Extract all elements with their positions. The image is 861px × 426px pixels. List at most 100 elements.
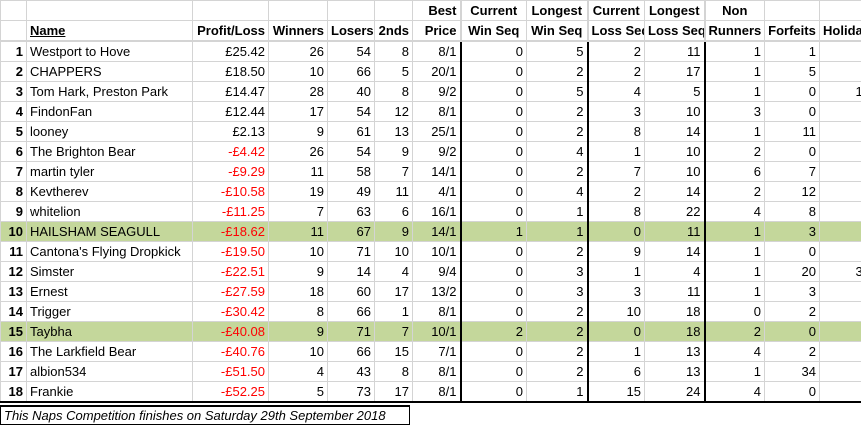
winners-cell: 10 <box>268 341 328 362</box>
longest-loss-seq-cell: 14 <box>644 121 706 142</box>
name-cell: CHAPPERS <box>26 61 193 82</box>
winners-cell: 4 <box>268 361 328 382</box>
name-cell: Kevtherev <box>26 181 193 202</box>
header-profit-loss: Profit/Loss <box>192 20 269 42</box>
losers-cell: 14 <box>327 261 375 282</box>
holiday-cell: 0 <box>819 341 861 362</box>
losers-cell: 60 <box>327 281 375 302</box>
forfeits-cell: 0 <box>764 241 820 262</box>
header-name: Name <box>26 20 193 42</box>
current-loss-seq-cell: 9 <box>587 241 645 262</box>
forfeits-cell: 3 <box>764 221 820 242</box>
losers-cell: 58 <box>327 161 375 182</box>
profit-loss-cell: -£4.42 <box>192 141 269 162</box>
header-row-bottom: Name Profit/Loss Winners Losers 2nds Pri… <box>0 20 861 42</box>
best-price-cell: 10/1 <box>412 321 461 342</box>
best-price-cell: 4/1 <box>412 181 461 202</box>
winners-cell: 9 <box>268 321 328 342</box>
holiday-cell: 8 <box>819 101 861 122</box>
rank-cell: 1 <box>0 40 27 62</box>
header-best-price: Price <box>412 20 461 42</box>
forfeits-cell: 0 <box>764 101 820 122</box>
forfeits-cell: 1 <box>764 40 820 62</box>
table-row: 3 Tom Hark, Preston Park £14.47 28 40 8 9/2 0 5 4… <box>0 81 861 102</box>
longest-loss-seq-cell: 13 <box>644 341 706 362</box>
current-loss-seq-cell: 6 <box>587 361 645 382</box>
rank-cell: 17 <box>0 361 27 382</box>
longest-win-seq-cell: 3 <box>526 261 589 282</box>
current-loss-seq-cell: 15 <box>587 381 645 403</box>
header-current-loss-top: Current <box>587 0 645 21</box>
longest-win-seq-cell: 2 <box>526 241 589 262</box>
current-win-seq-cell: 0 <box>459 181 527 202</box>
rank-cell: 18 <box>0 381 27 403</box>
winners-cell: 18 <box>268 281 328 302</box>
profit-loss-cell: -£18.62 <box>192 221 269 242</box>
losers-cell: 54 <box>327 40 375 62</box>
non-runners-cell: 1 <box>704 281 765 302</box>
seconds-cell: 9 <box>374 141 413 162</box>
longest-win-seq-cell: 2 <box>526 161 589 182</box>
longest-loss-seq-cell: 14 <box>644 181 706 202</box>
rank-cell: 5 <box>0 121 27 142</box>
losers-cell: 49 <box>327 181 375 202</box>
non-runners-cell: 1 <box>704 40 765 62</box>
table-row: 16 The Larkfield Bear -£40.76 10 66 15 7/1 0 2 1 1… <box>0 341 861 362</box>
current-loss-seq-cell: 2 <box>587 40 645 62</box>
non-runners-cell: 0 <box>704 301 765 322</box>
current-win-seq-cell: 0 <box>459 281 527 302</box>
seconds-cell: 17 <box>374 381 413 403</box>
losers-cell: 54 <box>327 141 375 162</box>
longest-win-seq-cell: 5 <box>526 81 589 102</box>
profit-loss-cell: -£19.50 <box>192 241 269 262</box>
current-loss-seq-cell: 1 <box>587 141 645 162</box>
longest-win-seq-cell: 1 <box>526 201 589 222</box>
forfeits-cell: 2 <box>764 341 820 362</box>
current-loss-seq-cell: 2 <box>587 61 645 82</box>
forfeits-cell: 34 <box>764 361 820 382</box>
forfeits-cell: 11 <box>764 121 820 142</box>
current-loss-seq-cell: 7 <box>587 161 645 182</box>
longest-win-seq-cell: 1 <box>526 221 589 242</box>
forfeits-cell: 7 <box>764 161 820 182</box>
holiday-cell: 0 <box>819 161 861 182</box>
profit-loss-cell: -£30.42 <box>192 301 269 322</box>
current-loss-seq-cell: 2 <box>587 181 645 202</box>
current-loss-seq-cell: 1 <box>587 341 645 362</box>
best-price-cell: 16/1 <box>412 201 461 222</box>
table-row: 11 Cantona's Flying Dropkick -£19.50 10 71 10… <box>0 241 861 262</box>
non-runners-cell: 3 <box>704 101 765 122</box>
holiday-cell: 0 <box>819 141 861 162</box>
current-win-seq-cell: 0 <box>459 141 527 162</box>
losers-cell: 66 <box>327 61 375 82</box>
winners-cell: 26 <box>268 141 328 162</box>
name-cell: HAILSHAM SEAGULL <box>26 221 193 242</box>
best-price-cell: 25/1 <box>412 121 461 142</box>
best-price-cell: 7/1 <box>412 341 461 362</box>
holiday-cell: 0 <box>819 201 861 222</box>
non-runners-cell: 4 <box>704 381 765 403</box>
longest-loss-seq-cell: 10 <box>644 101 706 122</box>
longest-loss-seq-cell: 11 <box>644 281 706 302</box>
longest-loss-seq-cell: 18 <box>644 321 706 342</box>
non-runners-cell: 1 <box>704 81 765 102</box>
name-cell: martin tyler <box>26 161 193 182</box>
forfeits-cell: 3 <box>764 281 820 302</box>
seconds-cell: 8 <box>374 81 413 102</box>
seconds-cell: 8 <box>374 40 413 62</box>
winners-cell: 9 <box>268 121 328 142</box>
longest-loss-seq-cell: 14 <box>644 241 706 262</box>
longest-loss-seq-cell: 13 <box>644 361 706 382</box>
current-win-seq-cell: 0 <box>459 121 527 142</box>
holiday-cell: 0 <box>819 381 861 403</box>
non-runners-cell: 1 <box>704 221 765 242</box>
non-runners-cell: 1 <box>704 261 765 282</box>
holiday-cell: 38 <box>819 261 861 282</box>
name-cell: Westport to Hove <box>26 40 193 62</box>
holiday-cell: 6 <box>819 301 861 322</box>
best-price-cell: 8/1 <box>412 101 461 122</box>
losers-cell: 43 <box>327 361 375 382</box>
profit-loss-cell: -£40.76 <box>192 341 269 362</box>
